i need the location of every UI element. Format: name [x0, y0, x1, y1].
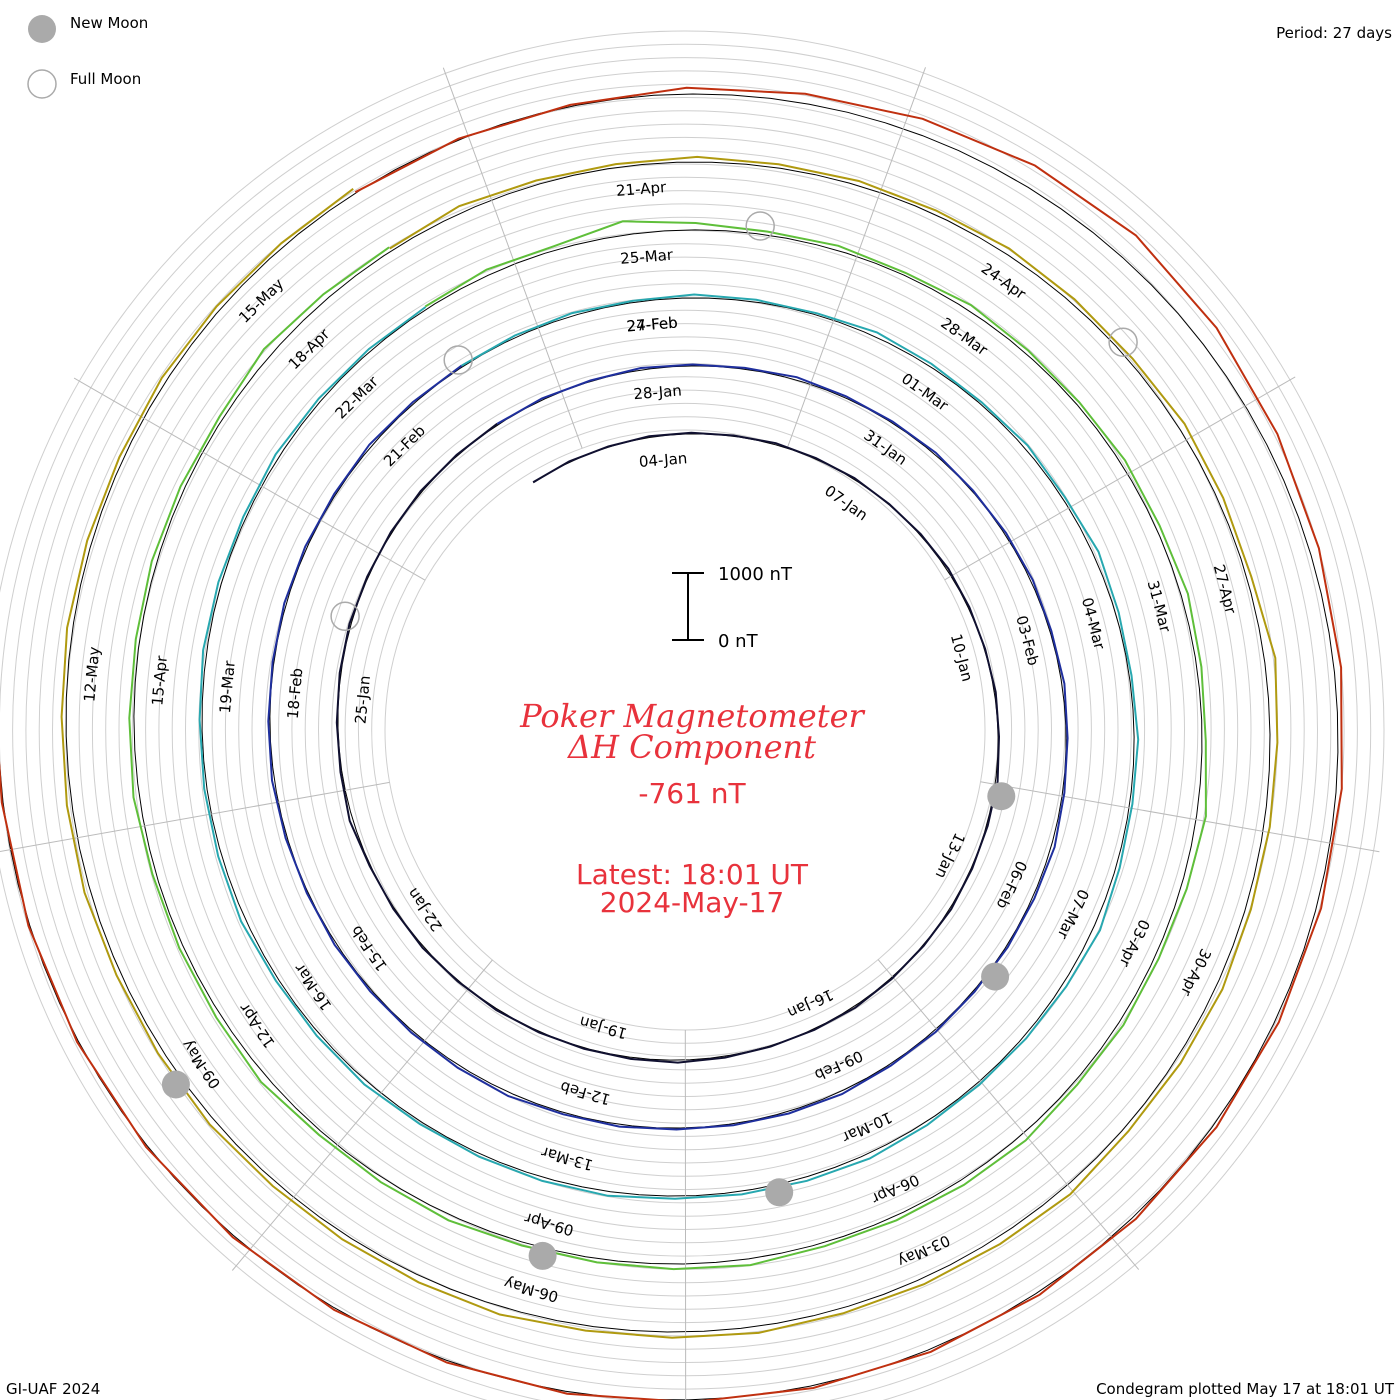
spoke-line	[442, 67, 583, 449]
series-line-cycle-5	[60, 155, 1279, 1339]
date-tick-label: 25-Mar	[620, 246, 675, 268]
grid-circle	[78, 123, 1292, 1337]
grid-circle	[105, 150, 1265, 1310]
grid-circle	[131, 176, 1239, 1284]
new-moon-marker	[528, 1241, 557, 1270]
spoke-line	[231, 959, 493, 1271]
footer-right: Condegram plotted May 17 at 18:01 UT	[1096, 1380, 1395, 1398]
series-line-cycle-4	[128, 220, 1207, 1271]
date-tick-label: 06-Apr	[868, 1170, 922, 1208]
date-tick-label: 07-Jan	[821, 482, 871, 525]
date-tick-label: 15-May	[235, 275, 287, 327]
date-tick-label: 16-Jan	[785, 985, 837, 1022]
scale-top-label: 1000 nT	[718, 564, 793, 585]
spoke-line	[877, 959, 1140, 1270]
date-tick-label: 03-Feb	[1012, 614, 1042, 668]
spoke-line	[0, 781, 390, 852]
grid-circle	[0, 44, 1371, 1400]
chart-spokes	[0, 67, 1380, 1400]
date-tick-label: 04-Jan	[638, 449, 688, 471]
latest-time: Latest: 18:01 UT	[576, 858, 809, 891]
scale-bottom-label: 0 nT	[718, 631, 759, 652]
date-tick-label: 19-Mar	[216, 659, 239, 714]
date-tick-label: 15-Feb	[347, 922, 391, 974]
date-tick-label: 28-Jan	[633, 381, 683, 403]
full-moon-legend-label: Full Moon	[70, 70, 141, 88]
date-tick-label: 22-Jan	[404, 885, 446, 935]
date-tick-label: 15-Apr	[148, 654, 171, 706]
chart-title-line1: Poker Magnetometer	[519, 697, 865, 735]
latest-date: 2024-May-17	[600, 886, 785, 919]
chart-series	[0, 86, 1343, 1400]
date-tick-label: 10-Mar	[839, 1108, 895, 1147]
date-tick-label: 12-May	[80, 646, 103, 703]
date-tick-label: 10-Jan	[947, 632, 977, 683]
chart-moon-markers	[161, 211, 1138, 1270]
grid-circle	[38, 83, 1332, 1377]
date-tick-label: 18-Feb	[284, 667, 307, 720]
new-moon-marker	[981, 962, 1010, 991]
date-tick-label: 03-May	[895, 1231, 953, 1271]
grid-circle	[171, 216, 1199, 1244]
date-tick-label: 06-Feb	[993, 858, 1031, 912]
date-tick-label: 03-Apr	[1115, 917, 1153, 971]
grid-circle	[158, 203, 1212, 1257]
spoke-line	[944, 376, 1296, 581]
date-tick-label: 24-Apr	[978, 259, 1030, 303]
spoke-line	[980, 781, 1380, 853]
series-line-cycle-6	[0, 86, 1343, 1400]
full-moon-legend-icon	[27, 69, 57, 99]
series-line-cycle-1	[335, 422, 1001, 1064]
grid-circle	[12, 57, 1358, 1400]
date-tick-label: 21-Apr	[615, 178, 667, 200]
date-tick-label: 31-Mar	[1144, 578, 1175, 634]
date-tick-label: 06-May	[502, 1274, 560, 1306]
grid-circle	[52, 97, 1318, 1363]
grid-circle	[25, 70, 1345, 1390]
spoke-line	[786, 67, 926, 449]
new-moon-legend-icon	[28, 15, 56, 43]
grid-circle	[0, 30, 1385, 1400]
date-tick-label: 09-Feb	[812, 1047, 866, 1085]
new-moon-marker	[161, 1070, 190, 1099]
date-tick-label: 12-Apr	[235, 999, 279, 1051]
date-tick-label: 30-Apr	[1177, 946, 1215, 1000]
full-moon-marker	[443, 345, 473, 375]
series-line-cycle-3	[198, 293, 1140, 1200]
full-moon-marker	[745, 211, 775, 241]
chart-title-line2: ΔH Component	[566, 728, 816, 766]
scale-bar	[672, 572, 704, 641]
date-tick-label: 24-Feb	[626, 313, 678, 335]
footer-left: GI-UAF 2024	[6, 1380, 100, 1398]
period-label: Period: 27 days	[1276, 24, 1392, 42]
new-moon-marker	[765, 1178, 794, 1207]
date-tick-label: 19-Jan	[578, 1012, 630, 1042]
date-tick-label: 25-Jan	[351, 675, 373, 725]
full-moon-marker	[1108, 327, 1138, 357]
spoke-line	[73, 377, 426, 581]
new-moon-marker	[987, 782, 1016, 811]
date-tick-label: 13-Mar	[539, 1143, 595, 1175]
new-moon-legend-label: New Moon	[70, 14, 148, 32]
date-tick-label: 07-Mar	[1053, 886, 1092, 942]
series-line-cycle-2	[267, 363, 1069, 1131]
latest-value: -761 nT	[638, 777, 746, 810]
grid-circle	[384, 429, 986, 1031]
grid-circle	[118, 163, 1252, 1297]
date-tick-label: 27-Apr	[1210, 563, 1240, 617]
date-tick-label: 27-Feb	[626, 313, 678, 335]
date-tick-label: 31-Jan	[860, 426, 910, 469]
full-moon-marker	[330, 601, 360, 632]
date-tick-label: 09-Apr	[522, 1209, 576, 1240]
